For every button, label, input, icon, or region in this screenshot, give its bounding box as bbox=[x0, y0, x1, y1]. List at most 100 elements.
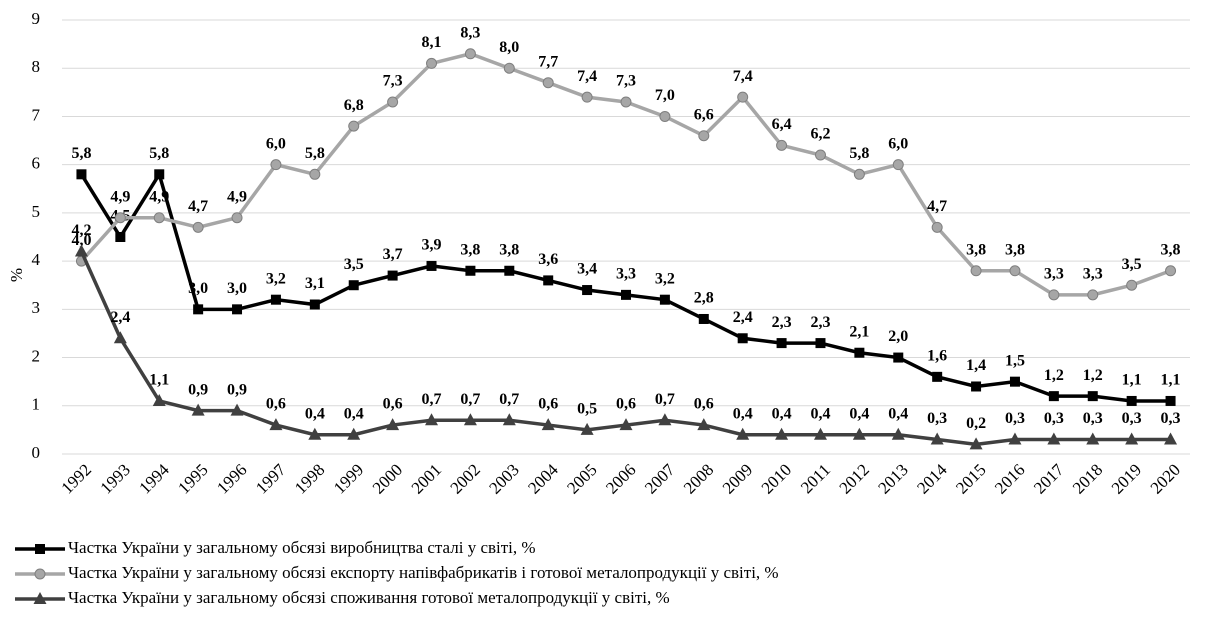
data-point bbox=[465, 265, 476, 276]
x-tick-label: 1992 bbox=[58, 460, 95, 497]
data-label: 8,1 bbox=[422, 34, 442, 51]
data-label: 0,6 bbox=[538, 396, 558, 413]
data-label: 5,8 bbox=[71, 145, 91, 162]
data-label: 3,8 bbox=[966, 241, 986, 258]
data-point bbox=[932, 371, 943, 382]
data-label: 3,3 bbox=[1083, 266, 1103, 283]
data-point bbox=[1048, 289, 1060, 301]
x-tick-label: 1995 bbox=[174, 460, 211, 497]
data-point bbox=[152, 393, 166, 406]
data-point bbox=[426, 260, 437, 271]
data-point bbox=[153, 212, 165, 224]
data-label: 3,3 bbox=[1044, 266, 1064, 283]
data-label: 0,3 bbox=[1083, 410, 1103, 427]
x-tick-label: 2010 bbox=[758, 460, 795, 497]
data-label: 3,6 bbox=[538, 251, 558, 268]
data-point bbox=[1009, 265, 1021, 277]
data-point bbox=[581, 91, 593, 103]
data-point bbox=[619, 418, 633, 431]
data-point bbox=[269, 418, 283, 431]
data-point bbox=[892, 159, 904, 171]
data-label: 5,8 bbox=[305, 145, 325, 162]
data-label: 0,4 bbox=[810, 405, 830, 422]
y-tick-label: 1 bbox=[32, 395, 41, 414]
data-label: 2,4 bbox=[110, 309, 130, 326]
data-label: 3,7 bbox=[383, 246, 403, 263]
data-label: 0,3 bbox=[1161, 410, 1181, 427]
data-point bbox=[737, 91, 749, 103]
data-point bbox=[347, 427, 361, 440]
data-point bbox=[503, 62, 515, 74]
data-label: 1,1 bbox=[1122, 372, 1142, 389]
data-label: 1,5 bbox=[1005, 352, 1025, 369]
data-label: 0,3 bbox=[1122, 410, 1142, 427]
data-label: 3,0 bbox=[188, 280, 208, 297]
data-label: 2,8 bbox=[694, 290, 714, 307]
x-tick-label: 2019 bbox=[1108, 460, 1145, 497]
data-label: 0,2 bbox=[966, 415, 986, 432]
data-label: 5,8 bbox=[149, 145, 169, 162]
x-tick-label: 2004 bbox=[524, 460, 562, 498]
data-point bbox=[542, 77, 554, 89]
data-point bbox=[736, 427, 750, 440]
x-tick-label: 1996 bbox=[213, 460, 250, 497]
x-tick-label: 1997 bbox=[252, 460, 290, 498]
data-label: 1,4 bbox=[966, 357, 986, 374]
data-label: 0,3 bbox=[1044, 410, 1064, 427]
data-label: 6,4 bbox=[772, 116, 792, 133]
x-tick-label: 2014 bbox=[913, 460, 951, 498]
x-tick-label: 2002 bbox=[447, 460, 484, 497]
x-tick-label: 2013 bbox=[874, 460, 911, 497]
data-point bbox=[775, 427, 789, 440]
data-label: 7,7 bbox=[538, 53, 558, 70]
y-tick-label: 4 bbox=[32, 250, 41, 269]
data-point bbox=[776, 338, 787, 349]
x-tick-label: 2001 bbox=[408, 460, 445, 497]
data-label: 3,2 bbox=[655, 270, 675, 287]
data-point bbox=[852, 427, 866, 440]
data-label: 0,3 bbox=[927, 410, 947, 427]
data-point bbox=[659, 110, 671, 122]
data-label: 6,6 bbox=[694, 106, 714, 123]
legend-label: Частка України у загальному обсязі вироб… bbox=[68, 538, 536, 557]
x-tick-label: 2011 bbox=[797, 460, 834, 497]
data-label: 3,9 bbox=[422, 237, 442, 254]
data-point bbox=[969, 437, 983, 450]
data-point bbox=[853, 168, 865, 180]
data-point bbox=[1165, 395, 1176, 406]
data-label: 7,4 bbox=[577, 68, 597, 85]
data-label: 0,4 bbox=[733, 405, 753, 422]
x-tick-label: 2000 bbox=[369, 460, 406, 497]
data-label: 6,0 bbox=[266, 135, 286, 152]
x-tick-label: 2020 bbox=[1147, 460, 1184, 497]
data-label: 3,5 bbox=[1122, 256, 1142, 273]
data-point bbox=[74, 244, 88, 257]
data-label: 0,9 bbox=[227, 381, 247, 398]
data-point bbox=[1164, 432, 1178, 445]
data-point bbox=[387, 96, 399, 108]
data-label: 1,6 bbox=[927, 348, 947, 365]
y-tick-label: 9 bbox=[32, 9, 41, 28]
data-point bbox=[813, 427, 827, 440]
data-label: 5,8 bbox=[849, 145, 869, 162]
y-tick-label: 3 bbox=[32, 298, 41, 317]
data-point bbox=[580, 422, 594, 435]
data-label: 0,6 bbox=[616, 396, 636, 413]
data-label: 3,5 bbox=[344, 256, 364, 273]
data-label: 4,7 bbox=[188, 198, 208, 215]
data-point bbox=[348, 280, 359, 291]
data-label: 3,4 bbox=[577, 261, 597, 278]
data-label: 3,8 bbox=[460, 241, 480, 258]
data-point bbox=[931, 221, 943, 233]
data-label: 3,2 bbox=[266, 270, 286, 287]
data-label: 2,0 bbox=[888, 328, 908, 345]
data-label: 3,8 bbox=[1161, 241, 1181, 258]
legend-label: Частка України у загальному обсязі спожи… bbox=[68, 588, 670, 607]
data-label: 3,3 bbox=[616, 266, 636, 283]
data-label: 4,9 bbox=[149, 188, 169, 205]
data-label: 1,2 bbox=[1083, 367, 1103, 384]
data-label: 0,3 bbox=[1005, 410, 1025, 427]
data-point bbox=[76, 169, 87, 180]
x-tick-label: 2012 bbox=[835, 460, 872, 497]
